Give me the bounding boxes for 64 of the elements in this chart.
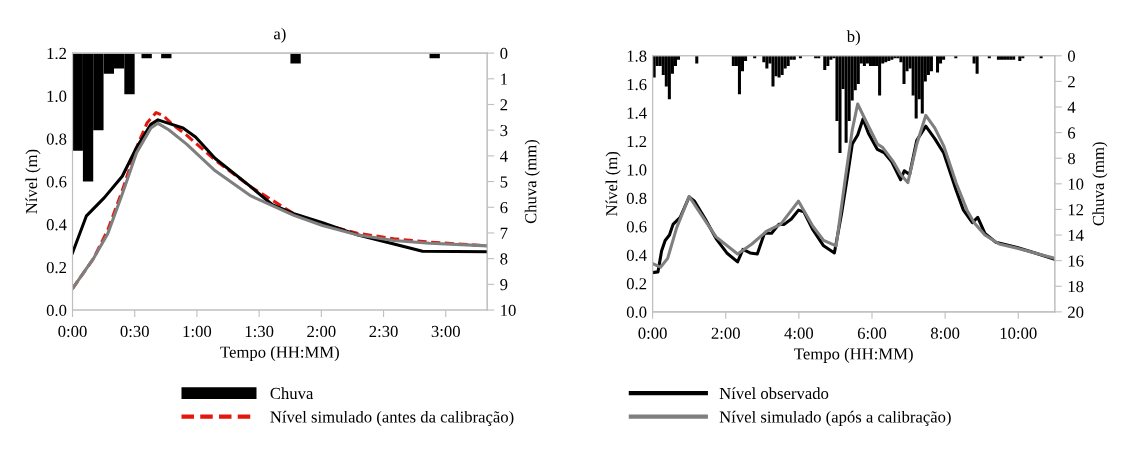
x-tick-label: 2:00 [711,327,740,339]
y-tick-label: 1.0 [47,90,67,102]
y2-tick-label: 9 [500,279,508,291]
y-tick-label: 1.2 [627,135,647,148]
legend-label: Chuva [270,387,314,400]
y-tick-label: 1.2 [47,47,67,60]
x-tick-label: 10:00 [1000,327,1037,339]
y-tick-label: 0.2 [626,278,647,290]
y2-tick-label: 6 [1068,127,1076,139]
legend-label: Nível observado [719,387,829,400]
y-tick-label: 1.0 [627,164,647,176]
y2-tick-label: 6 [500,202,508,214]
y2-tick-label: 1 [501,73,508,85]
y-tick-label: 0.0 [626,306,647,318]
y-tick-label: 0.4 [46,219,67,231]
y2-tick-label: 5 [500,176,508,188]
legend-label: Nível simulado (antes da calibração) [270,410,514,426]
y2-tick-label: 10 [1068,178,1084,190]
x-tick-label: 2:30 [369,325,398,338]
y-axis-title: Nível (m) [25,149,41,214]
y2-tick-label: 14 [1068,229,1084,241]
y-tick-label: 0.8 [626,192,647,205]
y2-tick-label: 8 [1067,152,1076,165]
x-axis-title: Tempo (HH:MM) [220,346,339,362]
x-tick-label: 4:00 [784,327,814,339]
x-axis-title: Tempo (HH:MM) [794,347,913,363]
x-tick-label: 2:00 [307,325,336,338]
x-tick-label: 8:00 [930,327,960,339]
y2-tick-label: 8 [500,253,508,265]
y2-tick-label: 4 [1067,101,1076,113]
y-tick-label: 0.8 [46,133,67,145]
y2-tick-label: 16 [1068,255,1084,267]
y2-axis-title: Chuva (mm) [524,139,540,224]
chart-title: a) [273,27,286,43]
y-tick-label: 1.6 [627,79,647,91]
y2-tick-label: 2 [500,99,508,111]
y-tick-label: 1.4 [627,107,647,119]
y-tick-label: 0.6 [46,176,67,188]
x-tick-label: 0:00 [58,325,87,338]
x-tick-label: 3:00 [431,325,460,338]
y-tick-label: 0.2 [46,261,67,274]
y2-tick-label: 7 [500,227,508,239]
y2-axis-title: Chuva (mm) [1092,142,1108,226]
y2-tick-label: 18 [1068,280,1084,293]
x-tick-label: 0:00 [638,327,667,339]
x-tick-label: 6:00 [857,327,887,339]
x-tick-label: 1:30 [245,325,274,338]
y2-tick-label: 3 [500,124,508,137]
y2-tick-label: 0 [1067,50,1076,62]
y-tick-label: 0.0 [46,304,67,317]
y2-tick-label: 20 [1068,306,1084,318]
chart-title: b) [846,30,860,46]
y2-tick-label: 2 [1068,76,1075,88]
x-tick-label: 1:00 [183,325,212,338]
y2-tick-label: 10 [501,304,516,316]
y2-tick-label: 4 [500,150,508,162]
y-tick-label: 0.4 [626,249,647,261]
x-tick-label: 0:30 [120,325,149,338]
legend-label: Nível simulado (após a calibração) [719,410,951,426]
y-axis-title: Nível (m) [605,151,621,216]
y-tick-label: 0.6 [626,221,647,233]
y2-tick-label: 12 [1068,204,1084,216]
y2-tick-label: 0 [500,47,508,60]
y-tick-label: 1.8 [627,50,647,62]
